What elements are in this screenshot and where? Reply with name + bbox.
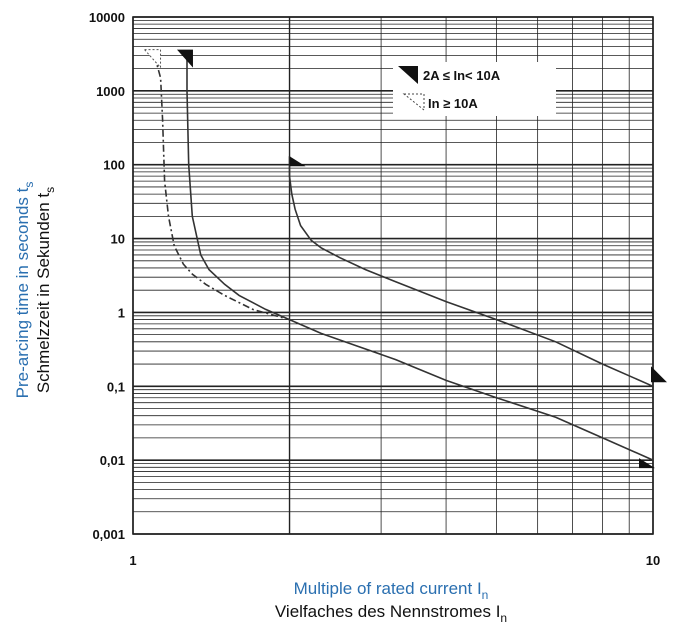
x-axis-label-german: Vielfaches des Nennstromes In <box>275 602 507 625</box>
legend-filled-triangle-icon <box>398 66 418 84</box>
series-2a-10a-line <box>186 55 654 461</box>
legend-entry-2: In ≥ 10A <box>428 96 478 111</box>
y-axis-label-english-main: Pre-arcing time in seconds t <box>13 187 32 398</box>
y-axis-label-german-sub: s <box>43 187 57 193</box>
x-axis-label-german-main: Vielfaches des Nennstromes I <box>275 602 501 621</box>
y-axis-label-english-sub: s <box>22 182 36 188</box>
curve-markers <box>143 49 667 469</box>
y-tick-label: 10000 <box>89 10 125 25</box>
x-axis-label-german-sub: n <box>500 611 507 625</box>
y-tick-label: 0,01 <box>100 453 125 468</box>
series-2a-10a-line <box>288 156 654 388</box>
x-axis-label-english: Multiple of rated current In <box>294 579 489 602</box>
plot-frame <box>132 16 654 535</box>
curves <box>153 55 654 461</box>
series-2a-10a-marker <box>651 366 667 383</box>
x-tick-label: 10 <box>646 553 660 568</box>
grid <box>132 16 654 535</box>
y-tick-label: 10 <box>111 232 125 247</box>
tick-labels: 10000 1000 100 10 1 0,1 0,01 0,001 1 10 <box>89 10 660 568</box>
legend-entry-1: 2A ≤ In< 10A <box>423 68 501 83</box>
y-axis-label-english: Pre-arcing time in seconds ts <box>13 182 36 399</box>
y-tick-label: 100 <box>103 158 125 173</box>
y-axis-label-german-main: Schmelzzeit in Sekunden t <box>34 193 53 394</box>
series-10a-plus-marker <box>143 49 162 69</box>
legend-open-triangle-icon <box>402 93 425 112</box>
series-10a-plus-line <box>153 55 290 321</box>
y-tick-label: 0,1 <box>107 379 125 394</box>
x-axis-label-english-sub: n <box>482 588 489 602</box>
legend: 2A ≤ In< 10A In ≥ 10A <box>393 62 556 116</box>
series-2a-10a-marker <box>289 156 306 167</box>
y-tick-label: 0,001 <box>92 527 125 542</box>
x-tick-label: 1 <box>129 553 136 568</box>
y-tick-label: 1000 <box>96 84 125 99</box>
y-axis-label-german: Schmelzzeit in Sekunden ts <box>34 187 57 393</box>
y-tick-label: 1 <box>118 305 125 320</box>
series-2a-10a-marker <box>639 458 655 469</box>
x-axis-label-english-main: Multiple of rated current I <box>294 579 482 598</box>
series-2a-10a-marker <box>176 49 193 68</box>
